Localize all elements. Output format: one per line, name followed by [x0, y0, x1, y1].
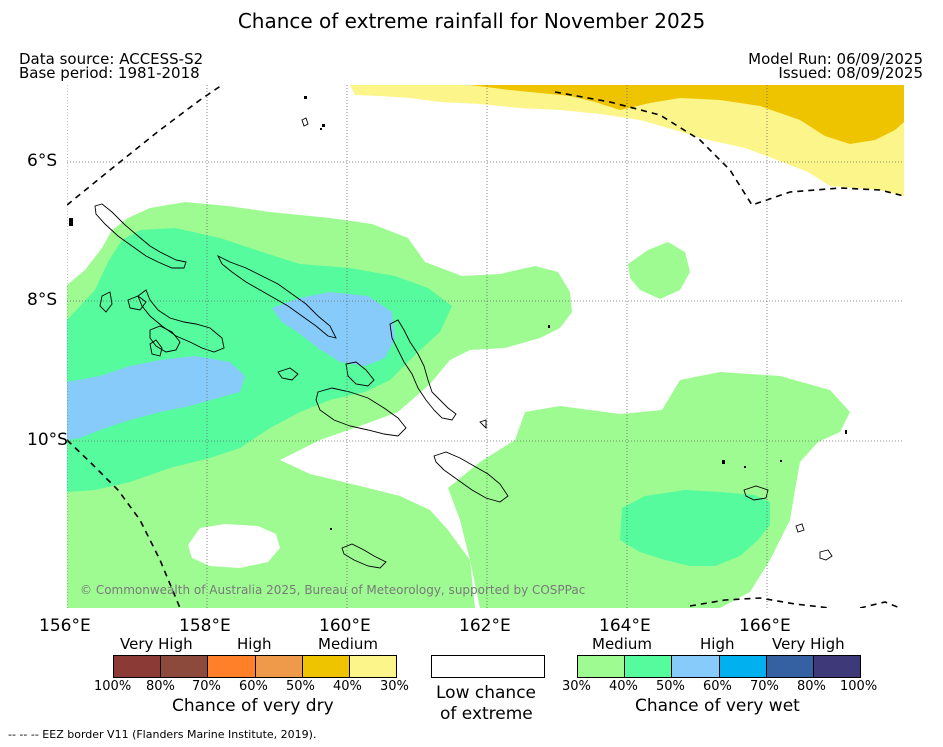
dry-colorbar: [113, 655, 397, 678]
wet-swatch: [671, 656, 719, 677]
wet-medium-region-east: [448, 372, 850, 608]
wet-swatch: [765, 656, 813, 677]
lon-label-156e: 156°E: [39, 616, 91, 636]
island-shortland: [99, 291, 113, 313]
wet-legend-title: Chance of very wet: [635, 696, 800, 716]
wet-swatch: [624, 656, 672, 677]
wet-high-region-west: [67, 356, 245, 440]
lon-label-164e: 164°E: [599, 616, 651, 636]
dry-tick-label: 80%: [146, 679, 175, 694]
island-new-georgia: [149, 325, 181, 353]
copyright-text: © Commonwealth of Australia 2025, Bureau…: [80, 583, 586, 597]
island-santa-cruz: [743, 485, 769, 501]
island-dots: [69, 96, 847, 530]
dry-level-high: High: [237, 635, 272, 653]
dry-level-very-high: Very High: [120, 635, 193, 653]
dry-tick-label: 50%: [286, 679, 315, 694]
island-ngella: [345, 361, 375, 387]
eez-footnote: -- -- -- EEZ border V11 (Flanders Marine…: [8, 728, 317, 741]
wet-swatch: [718, 656, 766, 677]
dry-tick-label: 30%: [380, 679, 409, 694]
model-run-text: Model Run: 06/09/2025: [748, 50, 923, 68]
wet-level-medium: Medium: [592, 635, 652, 653]
wet-level-very-high: Very High: [772, 635, 845, 653]
base-period-text: Base period: 1981-2018: [19, 64, 200, 82]
lat-label-8s: 8°S: [27, 290, 58, 310]
dry-swatch: [348, 656, 397, 677]
dry-swatch: [114, 656, 161, 677]
dry-tick-label: 70%: [192, 679, 221, 694]
island-small-west: [127, 295, 147, 311]
map-title: Chance of extreme rainfall for November …: [237, 9, 706, 33]
wet-tick-label: 50%: [656, 679, 685, 694]
island-tikopia: [819, 549, 833, 561]
island-choiseul: [137, 289, 225, 353]
lon-label-162e: 162°E: [459, 616, 511, 636]
dry-medium-light-region: [350, 85, 904, 196]
wet-medium-region-north: [628, 242, 690, 299]
wet-tick-label: 30%: [562, 679, 591, 694]
island-santa-isabel: [216, 254, 337, 339]
lon-label-158e: 158°E: [179, 616, 231, 636]
wet-tick-label: 100%: [840, 679, 878, 694]
wet-tick-label: 60%: [703, 679, 732, 694]
wet-colorbar: [577, 655, 861, 678]
lon-label-160e: 160°E: [319, 616, 371, 636]
dry-swatch: [160, 656, 208, 677]
island-vella-lavella: [149, 339, 163, 357]
wet-swatch: [578, 656, 625, 677]
dry-tick-label: 40%: [333, 679, 362, 694]
low-chance-swatch: [431, 655, 545, 678]
wet-tick-label: 40%: [609, 679, 638, 694]
island-tiny-north: [301, 117, 309, 127]
wet-level-high: High: [700, 635, 735, 653]
low-swatch: [432, 656, 544, 677]
wet-swatch: [812, 656, 861, 677]
low-chance-title-line2: of extreme: [440, 704, 533, 724]
wet-medium-dark-region-east: [620, 490, 770, 566]
coastline: [94, 117, 833, 569]
island-guadalcanal: [315, 387, 407, 437]
data-source-text: Data source: ACCESS-S2: [19, 50, 204, 68]
dry-tick-label: 100%: [94, 679, 132, 694]
island-makira: [433, 451, 509, 503]
wet-tick-label: 80%: [797, 679, 826, 694]
island-malaita: [389, 319, 457, 421]
island-russell: [277, 367, 299, 381]
lat-label-6s: 6°S: [27, 151, 58, 171]
lon-label-166e: 166°E: [739, 616, 791, 636]
dry-tick-label: 60%: [239, 679, 268, 694]
wet-high-region-central: [272, 292, 395, 366]
dry-level-medium: Medium: [318, 635, 378, 653]
wet-tick-label: 70%: [750, 679, 779, 694]
island-ulawa: [479, 419, 487, 430]
dry-swatch: [301, 656, 349, 677]
low-chance-hole: [188, 524, 280, 568]
lat-label-10s: 10°S: [27, 430, 68, 450]
dry-medium-dark-region: [470, 85, 904, 144]
dry-swatch: [254, 656, 302, 677]
issued-text: Issued: 08/09/2025: [778, 64, 923, 82]
wet-medium-dark-region-west: [67, 228, 452, 492]
island-rennell: [341, 543, 387, 569]
island-bougainville: [94, 203, 187, 269]
island-vanikoro: [795, 523, 805, 533]
graticule: [67, 85, 904, 608]
dry-legend-title: Chance of very dry: [172, 696, 334, 716]
dry-swatch: [207, 656, 255, 677]
low-chance-title-line1: Low chance: [436, 683, 536, 703]
